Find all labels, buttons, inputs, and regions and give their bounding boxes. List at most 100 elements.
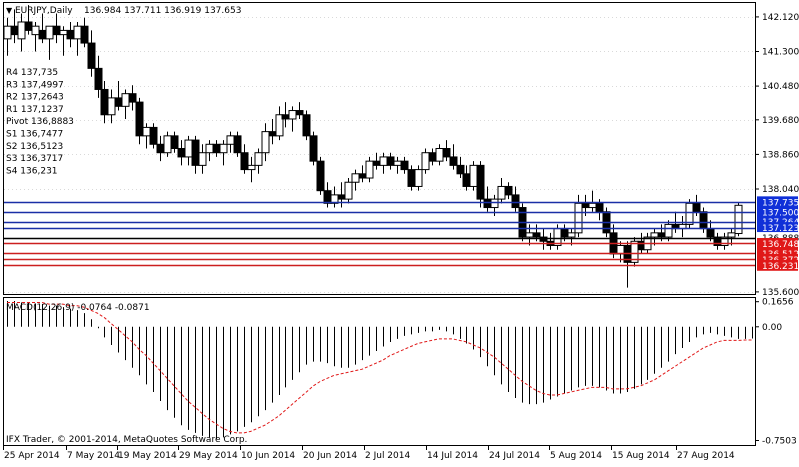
candle (400, 156, 409, 174)
pivot-price-tag-label: 137.735 (762, 198, 799, 208)
candle-body (588, 202, 597, 209)
candle-body (226, 135, 235, 145)
candle (149, 123, 158, 149)
candle-body (52, 25, 61, 36)
macd-signal-line (7, 302, 752, 434)
candle-body (87, 42, 96, 69)
candle-body (414, 169, 423, 187)
candle-body (532, 232, 541, 238)
pivot-level-label: S2 136,5123 (6, 142, 63, 152)
candle (734, 202, 743, 237)
candle (80, 17, 89, 48)
candle-body (205, 143, 214, 154)
candle-body (3, 25, 12, 40)
candle (365, 156, 374, 183)
candle (727, 228, 736, 246)
price-tick-label: 138.860 (762, 150, 799, 160)
candle-body (184, 139, 193, 158)
candle-body (156, 143, 165, 154)
candle-body (302, 114, 311, 137)
candle-body (323, 190, 332, 204)
pivot-level-label: Pivot 136,8883 (6, 117, 74, 127)
candle-body (31, 25, 40, 36)
candle-body (497, 185, 506, 200)
pivot-price-tag (757, 232, 798, 244)
candle (170, 131, 179, 153)
candle (94, 55, 103, 98)
candle-body (114, 97, 123, 107)
macd-tick-label: 0.00 (762, 323, 782, 333)
candle-body (288, 110, 297, 120)
candle-body (268, 131, 277, 137)
candle-body (407, 169, 416, 187)
candle-body (177, 148, 186, 158)
time-tick-label: 29 May 2014 (179, 451, 238, 461)
candle-body (428, 152, 437, 162)
candle (511, 186, 520, 212)
candle-body (337, 194, 346, 200)
menu-triangle-icon[interactable]: ▼ (6, 6, 13, 15)
candle-body (727, 232, 736, 238)
signal-line (7, 302, 752, 434)
candle (630, 237, 639, 267)
ohlc-readout: 136.984 137.711 136.919 137.653 (84, 6, 241, 16)
candle (87, 30, 96, 77)
price-tick-label: 140.480 (762, 82, 799, 92)
candle-body (191, 139, 200, 166)
price-axis: 142.120 141.300 140.480 139.680 138.860 138.0… (755, 13, 799, 298)
candle-body (456, 164, 465, 175)
pivot-price-tag (757, 247, 798, 259)
candle-body (734, 204, 743, 235)
candle-body (135, 101, 144, 137)
time-tick-label: 20 Jun 2014 (303, 451, 357, 461)
candle (476, 161, 485, 208)
macd-panel-frame (3, 297, 756, 446)
candle (449, 144, 458, 170)
time-tick-label: 2 Jul 2014 (365, 451, 410, 461)
candle-body (107, 97, 116, 116)
candle-body (59, 29, 68, 36)
candle-body (574, 202, 583, 234)
price-tick-label: 139.680 (762, 116, 799, 126)
candle (469, 161, 478, 191)
candle-body (142, 126, 151, 137)
macd-axis: 0.1656 0.00 -0.7503 (755, 298, 797, 446)
candle-body (442, 148, 451, 158)
candle-body (567, 232, 576, 238)
candle-body (657, 232, 666, 238)
candle-body (483, 198, 492, 209)
candle-body (469, 164, 478, 187)
candle-body (365, 160, 374, 179)
candle-body (94, 67, 103, 90)
candle-body (100, 88, 109, 116)
candlestick-series (3, 5, 743, 288)
candle-body (393, 160, 402, 166)
candle-body (581, 202, 590, 209)
candle-body (254, 152, 263, 166)
candle-body (247, 164, 256, 171)
candle-body (309, 135, 318, 162)
candle-body (45, 25, 54, 40)
candle-body (379, 156, 388, 166)
pivot-levels-list: R4 137,735 R3 137,4997 R2 137,2643 R1 137,1… (6, 68, 74, 176)
candle-body (476, 164, 485, 200)
candle-body (295, 110, 304, 116)
macd-tick-label: -0.7503 (762, 436, 797, 446)
candle-body (281, 114, 290, 120)
candle (128, 85, 137, 111)
candle (421, 148, 430, 174)
candle-body (560, 228, 569, 238)
candle (685, 199, 694, 229)
candle-body (149, 126, 158, 145)
candle-body (650, 232, 659, 238)
candle (240, 144, 249, 174)
candle (198, 144, 207, 174)
candle-body (316, 160, 325, 192)
candle (163, 131, 172, 157)
candle-body (198, 152, 207, 166)
candle-body (720, 236, 729, 246)
candle-body (66, 29, 75, 40)
candle-body (344, 181, 353, 200)
